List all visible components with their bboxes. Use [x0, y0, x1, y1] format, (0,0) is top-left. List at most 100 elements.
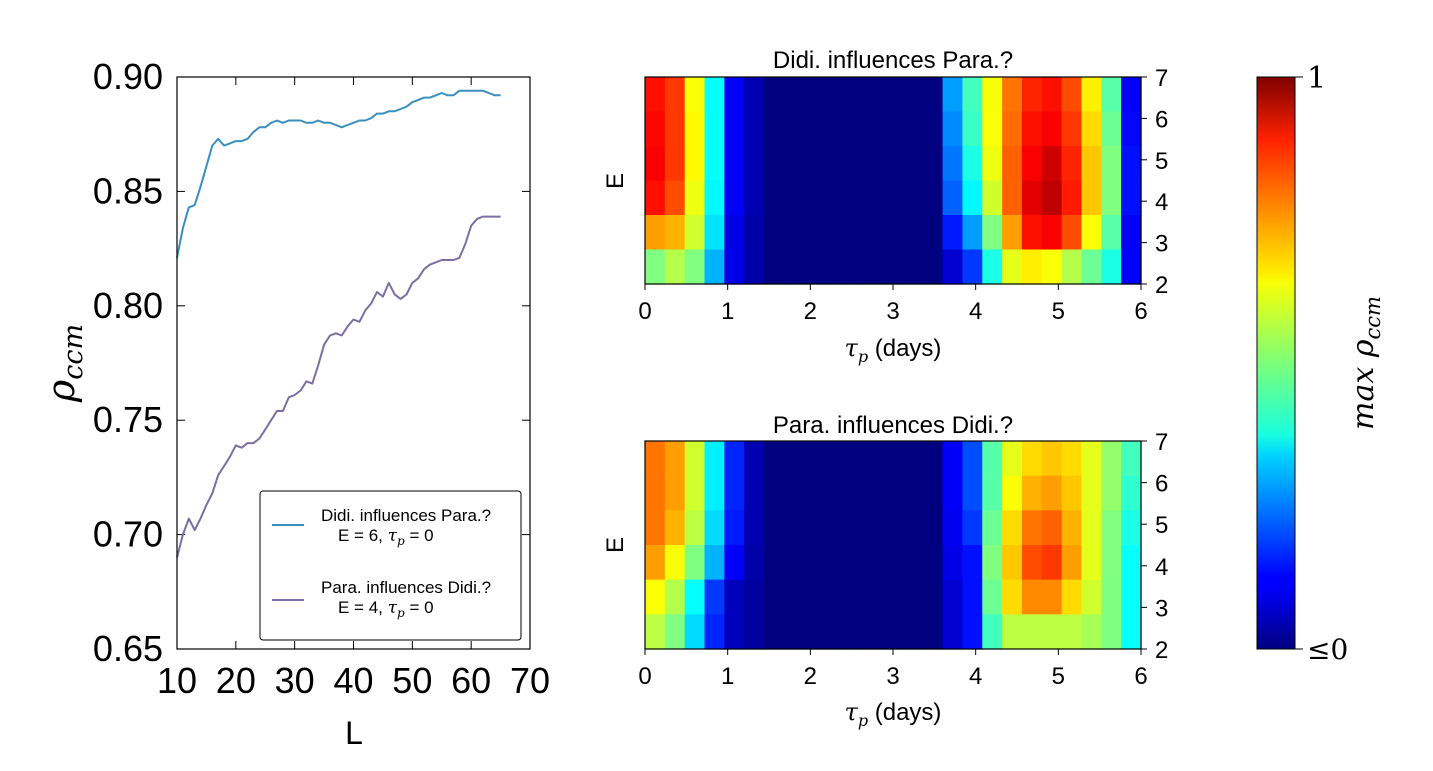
heatmap-cell	[724, 249, 745, 285]
heatmap-cell	[664, 146, 686, 182]
heatmap-cell	[1121, 579, 1142, 615]
heatmap-cell	[1021, 77, 1043, 113]
heatmap-title: Didi. influences Para.?	[773, 47, 1013, 74]
heatmap-cell	[1021, 111, 1043, 147]
heatmap-cell	[1081, 510, 1102, 546]
heatmap-cell	[724, 614, 745, 650]
heatmap-cell	[823, 510, 844, 546]
heatmap-cell	[982, 215, 1003, 251]
heatmap-cell	[942, 146, 964, 182]
heatmap-cell	[1002, 475, 1023, 511]
y-tick-label: 0.85	[93, 170, 163, 211]
heatmap-cell	[922, 215, 944, 251]
heatmap-cell	[783, 180, 805, 216]
heatmap-cell	[1101, 510, 1122, 546]
heatmap-cell	[1021, 441, 1043, 477]
colorbar-top-label: 1	[1307, 61, 1326, 96]
heatmap-cell	[764, 111, 785, 147]
legend-sub-para: E = 4, τp = 0	[338, 598, 434, 620]
heatmap-cell	[764, 215, 785, 251]
x-tick-label: 3	[886, 663, 899, 690]
heatmap-cell	[942, 475, 964, 511]
heatmap-cell	[1061, 77, 1083, 113]
heatmap-cell	[1002, 579, 1023, 615]
heatmap-cell	[724, 545, 745, 581]
y-tick-label: 3	[1155, 231, 1168, 258]
x-tick-label: 70	[510, 660, 550, 701]
heatmap-cell	[704, 77, 725, 113]
heatmap-cell	[724, 510, 745, 546]
heatmap-cell	[823, 614, 844, 650]
heatmap-cell	[843, 545, 864, 581]
heatmap-cell	[1121, 475, 1142, 511]
heatmap-cell	[1021, 545, 1043, 581]
heatmap-cell	[1101, 579, 1122, 615]
x-axis-ticks: 0 1 2 3 4 5 6	[638, 649, 1148, 690]
heatmap-cell	[902, 77, 924, 113]
y-tick-label: 6	[1155, 471, 1168, 498]
heatmap-cell	[1101, 215, 1122, 251]
heatmap-didi-influences-para: Didi. influences Para.? 0 1 2 3 4 5 6 7 6 5 4 3 2 E…	[602, 47, 1168, 366]
heatmap-cell	[863, 180, 884, 216]
heatmap-cell	[1041, 249, 1063, 285]
x-tick-label: 2	[804, 663, 817, 690]
heatmap-cell	[1061, 441, 1083, 477]
heatmap-cell	[902, 614, 924, 650]
heatmap-cell	[1101, 545, 1122, 581]
legend-label-para: Para. influences Didi.?	[321, 578, 491, 597]
heatmap-cell	[803, 441, 825, 477]
heatmap-cell	[902, 146, 924, 182]
heatmap-cell	[724, 146, 745, 182]
heatmap-cell	[843, 180, 864, 216]
heatmap-cell	[664, 249, 686, 285]
heatmap-cell	[1081, 215, 1102, 251]
heatmap-cell	[843, 614, 864, 650]
y-tick-label: 5	[1155, 148, 1168, 175]
heatmap-cell	[883, 215, 904, 251]
y-axis-label: ρccm	[39, 324, 89, 403]
heatmap-cell	[664, 180, 686, 216]
heatmap-cell	[1101, 614, 1122, 650]
heatmap-cell	[962, 475, 983, 511]
heatmap-cell	[744, 510, 765, 546]
heatmap-cell	[704, 146, 725, 182]
heatmap-cell	[982, 77, 1003, 113]
heatmap-cell	[863, 215, 884, 251]
heatmap-cell	[684, 146, 706, 182]
heatmap-cell	[803, 579, 825, 615]
heatmap-cell	[724, 77, 745, 113]
x-tick-label: 0	[638, 663, 651, 690]
heatmap-cell	[664, 475, 686, 511]
heatmap-cell	[843, 510, 864, 546]
heatmap-cell	[803, 215, 825, 251]
heatmap-cell	[645, 614, 666, 650]
heatmap-cell	[942, 180, 964, 216]
heatmap-cell	[1002, 614, 1023, 650]
heatmap-cell	[744, 545, 765, 581]
y-tick-label: 4	[1155, 554, 1168, 581]
heatmap-cell	[744, 579, 765, 615]
heatmap-cell	[962, 545, 983, 581]
heatmap-cell	[922, 475, 944, 511]
heatmap-cell	[982, 111, 1003, 147]
heatmap-cell	[1081, 614, 1102, 650]
heatmap-cell	[1002, 510, 1023, 546]
heatmap-cell	[704, 180, 725, 216]
y-axis-ticks: 0.90 0.85 0.80 0.75 0.70 0.65	[93, 56, 530, 669]
heatmap-cell	[902, 180, 924, 216]
heatmap-cell	[883, 180, 904, 216]
heatmap-cell	[1121, 215, 1142, 251]
series-line-0	[176, 89, 501, 258]
heatmap-cell	[744, 475, 765, 511]
heatmap-cells	[645, 441, 1142, 650]
heatmap-cell	[1061, 545, 1083, 581]
colorbar-bottom-label: ≤0	[1307, 633, 1348, 666]
y-axis-ticks: 7 6 5 4 3 2	[1141, 429, 1168, 664]
heatmap-cell	[902, 249, 924, 285]
heatmap-cell	[1041, 579, 1063, 615]
heatmap-cell	[1021, 215, 1043, 251]
x-tick-label: 10	[157, 660, 197, 701]
heatmap-cell	[1101, 146, 1122, 182]
heatmap-cell	[1121, 510, 1142, 546]
heatmap-cell	[764, 510, 785, 546]
